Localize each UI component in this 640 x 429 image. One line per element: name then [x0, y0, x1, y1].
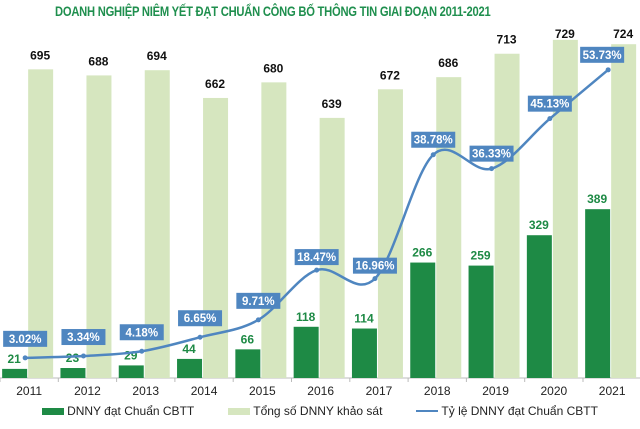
rate-label-box	[411, 131, 456, 148]
rate-label: 53.73%	[583, 50, 622, 62]
data-label-total: 680	[263, 61, 283, 75]
data-label-total: 694	[147, 49, 167, 63]
x-tick-label: 2021	[599, 384, 626, 398]
data-label-total: 686	[438, 56, 458, 70]
x-tick-label: 2013	[132, 384, 159, 398]
rate-label: 9.71%	[242, 296, 275, 308]
bar-standard	[468, 265, 494, 378]
rate-marker	[547, 116, 553, 122]
data-label-standard: 44	[182, 342, 196, 356]
rate-label: 16.96%	[355, 261, 394, 273]
data-label-total: 662	[205, 77, 225, 91]
rate-label: 3.02%	[9, 334, 42, 346]
data-label-standard: 389	[587, 192, 607, 206]
rate-label-box	[352, 257, 397, 274]
bar-total	[611, 44, 637, 379]
rate-marker	[430, 152, 436, 158]
legend-label: Tỷ lệ DNNY đạt Chuẩn CBTT	[441, 404, 598, 418]
x-tick-label: 2017	[366, 384, 393, 398]
rate-marker	[80, 353, 86, 359]
rate-label-box	[3, 330, 48, 347]
legend-label: DNNY đạt Chuẩn CBTT	[67, 404, 195, 418]
data-label-standard: 66	[241, 332, 255, 346]
rate-label-box	[469, 145, 514, 162]
data-label-standard: 21	[7, 352, 21, 366]
data-label-standard: 23	[66, 351, 80, 365]
data-label-total: 724	[613, 27, 633, 41]
bar-standard	[410, 262, 436, 378]
x-tick-label: 2019	[482, 384, 509, 398]
data-label-total: 729	[555, 27, 575, 41]
rate-marker	[489, 166, 495, 172]
bar-total	[552, 39, 578, 379]
x-tick-label: 2011	[16, 384, 42, 398]
rate-label: 4.18%	[125, 327, 158, 339]
rate-marker	[372, 276, 378, 282]
rate-marker	[255, 317, 261, 323]
rate-label-box	[294, 249, 339, 266]
bar-standard	[585, 209, 611, 378]
rate-label: 38.78%	[414, 135, 453, 147]
x-tick-label: 2015	[249, 384, 276, 398]
x-tick-label: 2012	[74, 384, 101, 398]
x-tick-label: 2014	[191, 384, 218, 398]
legend-swatch	[228, 407, 251, 415]
rate-marker	[314, 267, 320, 273]
rate-label-box	[527, 95, 572, 112]
bar-standard	[526, 235, 552, 378]
data-label-standard: 118	[296, 310, 316, 324]
bar-total	[319, 117, 345, 379]
bar-total	[86, 75, 112, 379]
rate-marker	[605, 67, 611, 73]
rate-label-box	[61, 329, 106, 346]
legend-line-swatch	[416, 410, 439, 412]
rate-label-box	[119, 324, 164, 341]
data-label-standard: 259	[471, 249, 491, 263]
rate-label: 18.47%	[297, 252, 336, 264]
legend-item: Tỷ lệ DNNY đạt Chuẩn CBTT	[416, 404, 598, 418]
bar-standard	[235, 349, 261, 378]
chart-title: DOANH NGHIỆP NIÊM YẾT ĐẠT CHUẨN CÔNG BỐ …	[55, 3, 491, 19]
rate-marker	[22, 355, 28, 361]
rate-label-box	[580, 46, 625, 63]
rate-label: 45.13%	[530, 99, 569, 111]
x-tick-label: 2016	[307, 384, 334, 398]
bar-standard	[2, 368, 28, 378]
bar-total	[261, 82, 287, 378]
legend-item: Tổng số DNNY khảo sát	[228, 404, 382, 418]
x-tick-label: 2020	[540, 384, 567, 398]
bar-standard	[60, 368, 86, 378]
data-label-total: 639	[322, 97, 342, 111]
bar-total	[436, 77, 462, 378]
data-label-standard: 329	[529, 218, 549, 232]
data-label-total: 688	[88, 54, 108, 68]
rate-label: 36.33%	[472, 149, 511, 161]
rate-label-box	[236, 292, 281, 309]
rate-label: 3.34%	[67, 332, 100, 344]
legend-item: DNNY đạt Chuẩn CBTT	[42, 404, 194, 418]
data-label-total: 672	[380, 68, 400, 82]
bar-total	[494, 53, 520, 378]
x-tick-label: 2018	[424, 384, 451, 398]
legend-swatch	[42, 407, 65, 415]
rate-marker	[139, 348, 145, 354]
rate-line	[25, 68, 609, 360]
bar-standard	[293, 326, 319, 378]
data-label-total: 695	[30, 48, 50, 62]
data-label-standard: 29	[124, 348, 138, 362]
rate-label-box	[178, 310, 223, 327]
bar-total	[377, 89, 403, 378]
bar-standard	[177, 358, 203, 378]
data-label-total: 713	[497, 33, 517, 47]
rate-marker	[197, 334, 203, 340]
legend: DNNY đạt Chuẩn CBTT Tổng số DNNY khảo sá…	[0, 404, 640, 418]
rate-label: 6.65%	[184, 313, 217, 325]
bar-total	[28, 69, 54, 379]
legend-label: Tổng số DNNY khảo sát	[253, 404, 383, 418]
bar-standard	[351, 328, 377, 378]
data-label-standard: 114	[354, 312, 374, 326]
bar-standard	[118, 365, 144, 378]
data-label-standard: 266	[412, 246, 432, 260]
